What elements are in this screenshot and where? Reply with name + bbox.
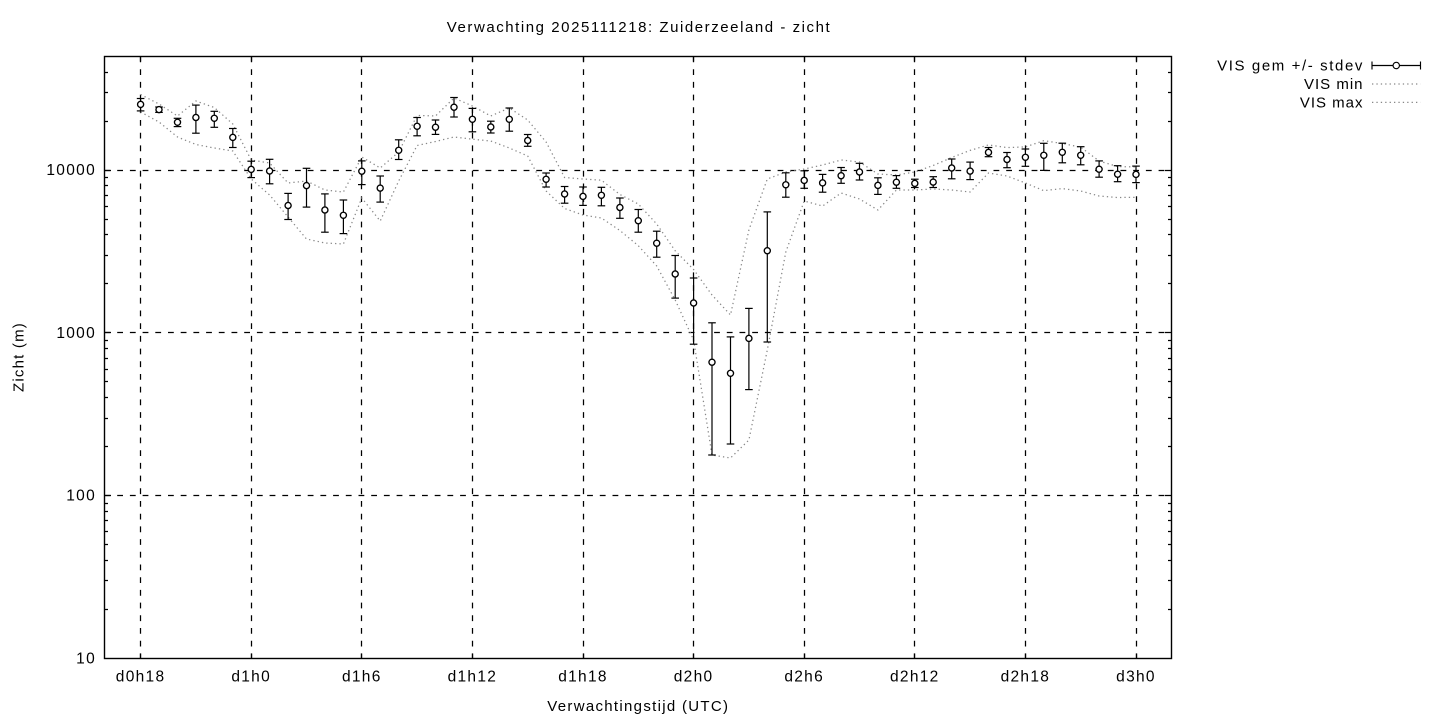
svg-text:d1h0: d1h0 [231,669,271,686]
svg-text:d1h18: d1h18 [558,669,608,686]
svg-text:Verwachtingstijd (UTC): Verwachtingstijd (UTC) [547,698,729,715]
svg-text:d2h0: d2h0 [674,669,714,686]
svg-text:d3h0: d3h0 [1116,669,1156,686]
svg-text:10: 10 [76,651,96,668]
svg-text:100: 100 [66,488,96,505]
svg-text:d1h6: d1h6 [342,669,382,686]
svg-text:Verwachting 2025111218: Zuider: Verwachting 2025111218: Zuiderzeeland - … [447,19,831,36]
svg-text:1000: 1000 [56,325,96,342]
svg-text:d2h6: d2h6 [784,669,824,686]
svg-text:10000: 10000 [46,162,96,179]
svg-text:d2h18: d2h18 [1001,669,1051,686]
svg-text:Zicht (m): Zicht (m) [10,322,27,392]
svg-text:d1h12: d1h12 [448,669,498,686]
svg-text:VIS max: VIS max [1300,94,1364,111]
svg-text:d0h18: d0h18 [116,669,166,686]
svg-text:VIS gem +/- stdev: VIS gem +/- stdev [1217,58,1364,75]
svg-text:d2h12: d2h12 [890,669,940,686]
svg-text:VIS min: VIS min [1304,76,1364,93]
